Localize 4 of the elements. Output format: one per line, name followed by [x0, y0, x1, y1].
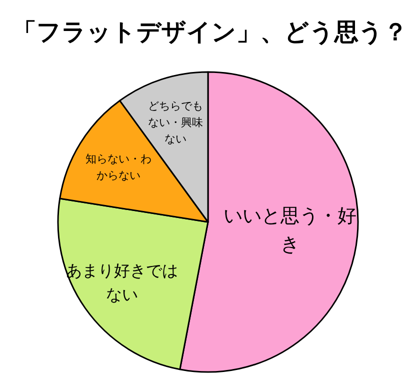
- chart-title: 「フラットデザイン」、どう思う？: [12, 18, 408, 46]
- slice-label: いいと思う・好き: [224, 205, 357, 256]
- slice-label: どちらでもない・興味ない: [148, 99, 204, 146]
- slice-label: 知らない・わからない: [85, 152, 152, 182]
